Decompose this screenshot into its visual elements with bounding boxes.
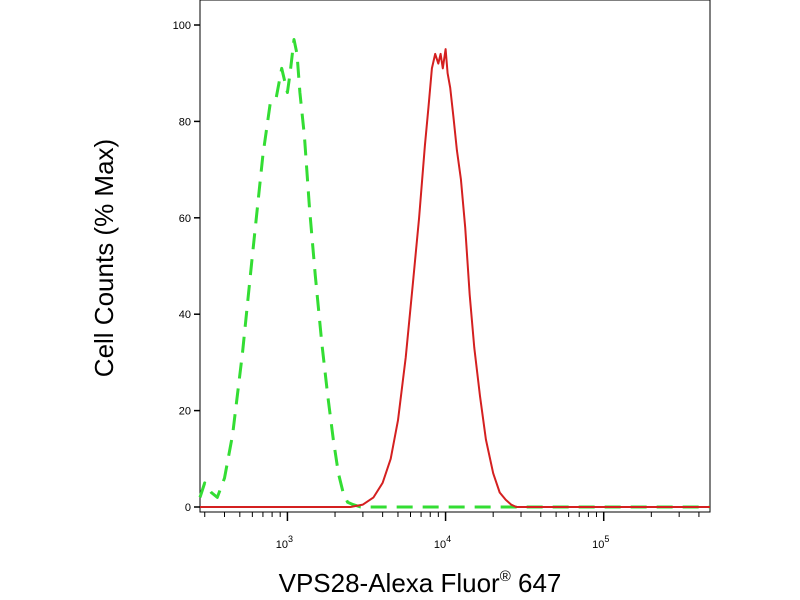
x-axis-title-main: VPS28-Alexa Fluor xyxy=(279,568,500,598)
y-tick-label: 0 xyxy=(185,502,191,514)
y-axis-title: Cell Counts (% Max) xyxy=(89,139,119,377)
x-tick-base: 10 xyxy=(592,539,604,551)
x-tick-exponent: 5 xyxy=(604,534,609,544)
y-tick-label: 60 xyxy=(179,213,191,225)
y-tick-label: 40 xyxy=(179,309,191,321)
x-tick-base: 10 xyxy=(434,539,446,551)
y-tick-label: 20 xyxy=(179,406,191,418)
x-axis-title: VPS28-Alexa Fluor® 647 xyxy=(279,568,562,598)
stained-histogram-line xyxy=(200,48,710,508)
x-tick-label: 105 xyxy=(592,534,609,551)
x-axis-title-registered-mark: ® xyxy=(500,568,511,585)
x-tick-exponent: 4 xyxy=(446,534,451,544)
plot-frame xyxy=(199,0,711,513)
x-tick-base: 10 xyxy=(276,539,288,551)
x-tick-label: 104 xyxy=(434,534,451,551)
y-tick-label: 80 xyxy=(179,116,191,128)
y-tick-label: 100 xyxy=(173,20,191,32)
control-histogram-line xyxy=(198,38,710,509)
x-tick-exponent: 3 xyxy=(288,534,293,544)
x-axis: 103 104 105 xyxy=(204,512,700,551)
plot-series xyxy=(198,38,710,509)
x-tick-label: 103 xyxy=(276,534,293,551)
x-axis-title-suffix: 647 xyxy=(511,568,562,598)
y-axis: 0 20 40 60 80 100 xyxy=(173,20,200,514)
